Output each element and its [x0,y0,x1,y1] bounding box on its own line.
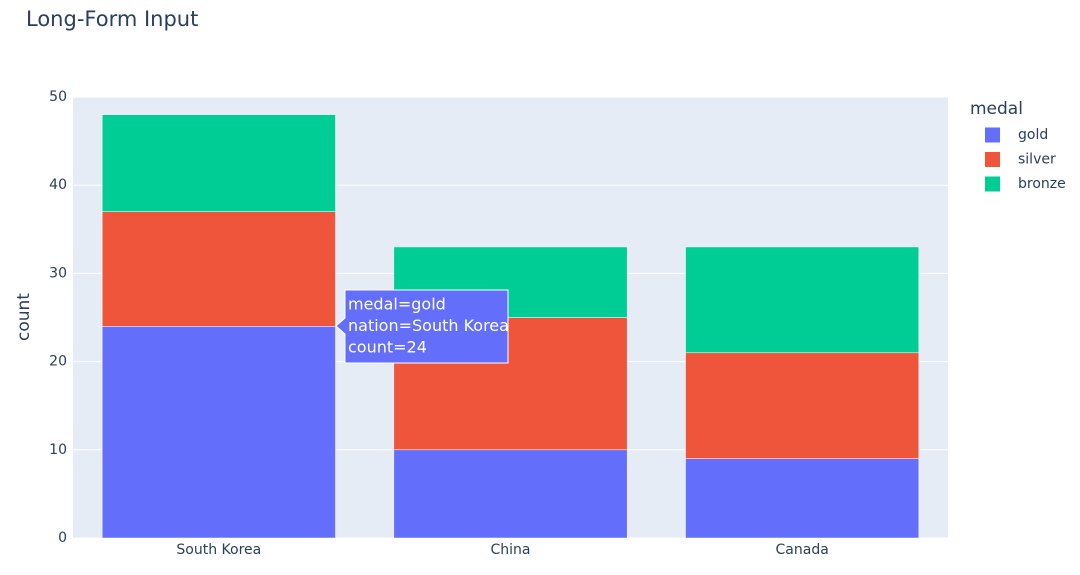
tooltip: medal=gold nation=South Korea count=24 [335,289,509,364]
y-tick-label: 0 [58,530,67,546]
bar-segment [393,449,628,539]
tooltip-box [335,289,509,364]
tooltip-line: nation=South Korea [348,316,509,335]
bar-segment [101,114,336,212]
legend-label: silver [1018,152,1056,168]
y-tick-label: 30 [49,265,67,281]
legend-swatch [985,176,1000,192]
legend-label: gold [1018,127,1048,143]
legend-swatch [985,152,1000,167]
y-axis-title: count [14,293,34,341]
chart-title: Long-Form Input [26,7,198,31]
y-tick-label: 10 [49,442,67,458]
bar-segment [685,246,920,354]
legend-swatch [985,127,1000,143]
bar-segment [101,326,336,539]
bar-segment [685,458,920,539]
legend-label: bronze [1018,176,1066,192]
y-tick-label: 20 [49,354,67,370]
y-tick-label: 50 [49,89,67,105]
x-tick-label: Canada [776,542,829,558]
bar-segment [101,211,336,327]
legend-title: medal [970,99,1023,119]
x-tick-label: China [491,542,531,558]
tooltip-line: count=24 [348,338,427,357]
y-tick-label: 40 [49,177,67,193]
tooltip-line: medal=gold [348,295,446,314]
x-tick-label: South Korea [176,542,261,558]
bar-segment [685,352,920,459]
